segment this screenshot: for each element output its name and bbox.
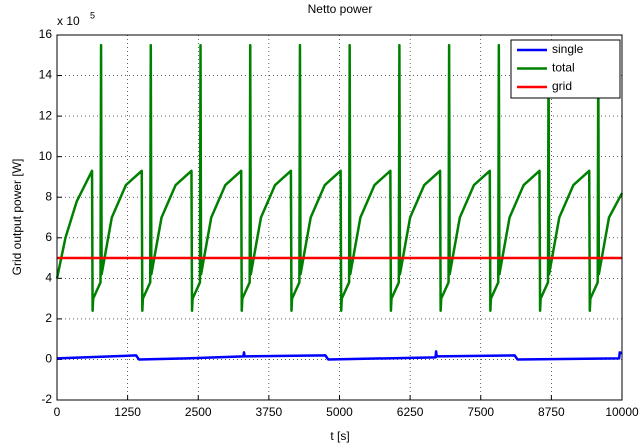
y-tick-label: 10 <box>39 149 53 163</box>
x-tick-label: 6250 <box>397 405 424 419</box>
x-tick-label: 0 <box>54 405 61 419</box>
y-multiplier: x 10 <box>57 14 80 28</box>
x-axis-label: t [s] <box>330 429 349 443</box>
y-axis-label: Grid output power [W] <box>10 159 24 276</box>
y-tick-label: 16 <box>39 27 53 41</box>
x-tick-label: 1250 <box>114 405 141 419</box>
series-line <box>56 350 623 361</box>
x-tick-label: 5000 <box>326 405 353 419</box>
x-tick-label: 8750 <box>538 405 565 419</box>
y-tick-label: 14 <box>39 68 53 82</box>
y-tick-label: 4 <box>45 271 52 285</box>
legend-label: grid <box>552 79 572 93</box>
x-tick-label: 2500 <box>185 405 212 419</box>
y-multiplier-exponent: 5 <box>90 10 95 20</box>
y-tick-label: -2 <box>41 392 52 406</box>
y-tick-label: 0 <box>45 352 52 366</box>
y-tick-label: 8 <box>45 189 52 203</box>
legend-label: single <box>552 42 584 56</box>
plot-frame <box>56 34 623 401</box>
legend-label: total <box>552 61 575 75</box>
series-line <box>55 43 624 313</box>
x-tick-label: 3750 <box>256 405 283 419</box>
y-tick-label: 6 <box>45 230 52 244</box>
y-tick-label: 2 <box>45 311 52 325</box>
y-tick-label: 12 <box>39 108 53 122</box>
x-tick-label: 7500 <box>467 405 494 419</box>
chart-title: Netto power <box>308 2 373 16</box>
x-tick-label: 10000 <box>605 405 639 419</box>
